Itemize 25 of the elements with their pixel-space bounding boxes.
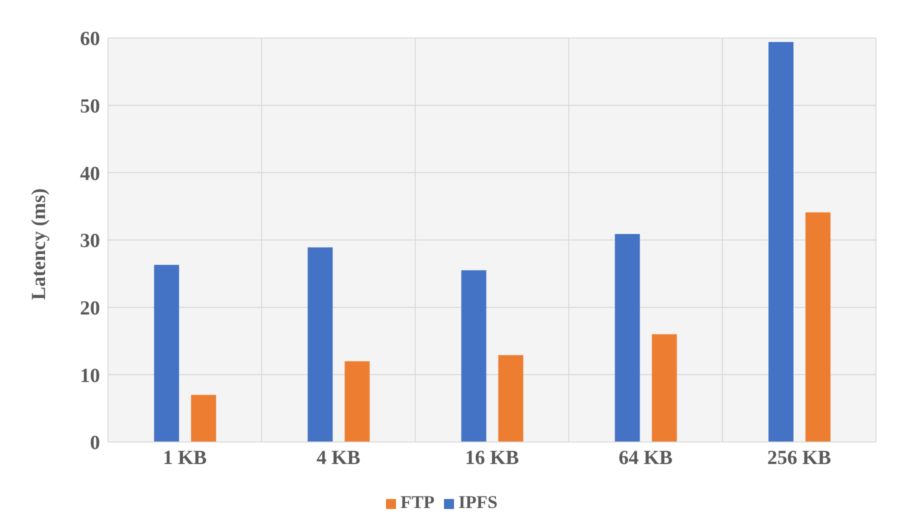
y-tick-label: 30 [80,230,100,252]
bar [652,334,677,442]
bar [498,355,524,442]
bar [461,270,486,442]
bar [308,247,333,442]
bar [768,42,794,442]
x-tick-label: 1 KB [162,447,207,470]
y-tick-label: 10 [80,364,100,387]
y-tick-label: 60 [80,28,100,50]
legend-label: IPFS [458,492,498,512]
x-tick-label: 4 KB [316,447,360,470]
y-axis-title: Latency (ms) [28,188,50,300]
y-tick-label: 0 [90,432,100,454]
bar [191,394,216,442]
bar [614,234,640,442]
bar [805,212,830,442]
x-tick-label: 64 KB [618,447,673,470]
y-tick-label: 20 [80,297,100,320]
y-tick-label: 40 [80,162,100,185]
bar [154,264,180,442]
x-tick-label: 16 KB [465,447,519,470]
y-tick-label: 50 [80,95,100,118]
legend-label: FTP [400,492,434,512]
x-tick-label: 256 KB [767,447,832,470]
bar [344,361,370,442]
